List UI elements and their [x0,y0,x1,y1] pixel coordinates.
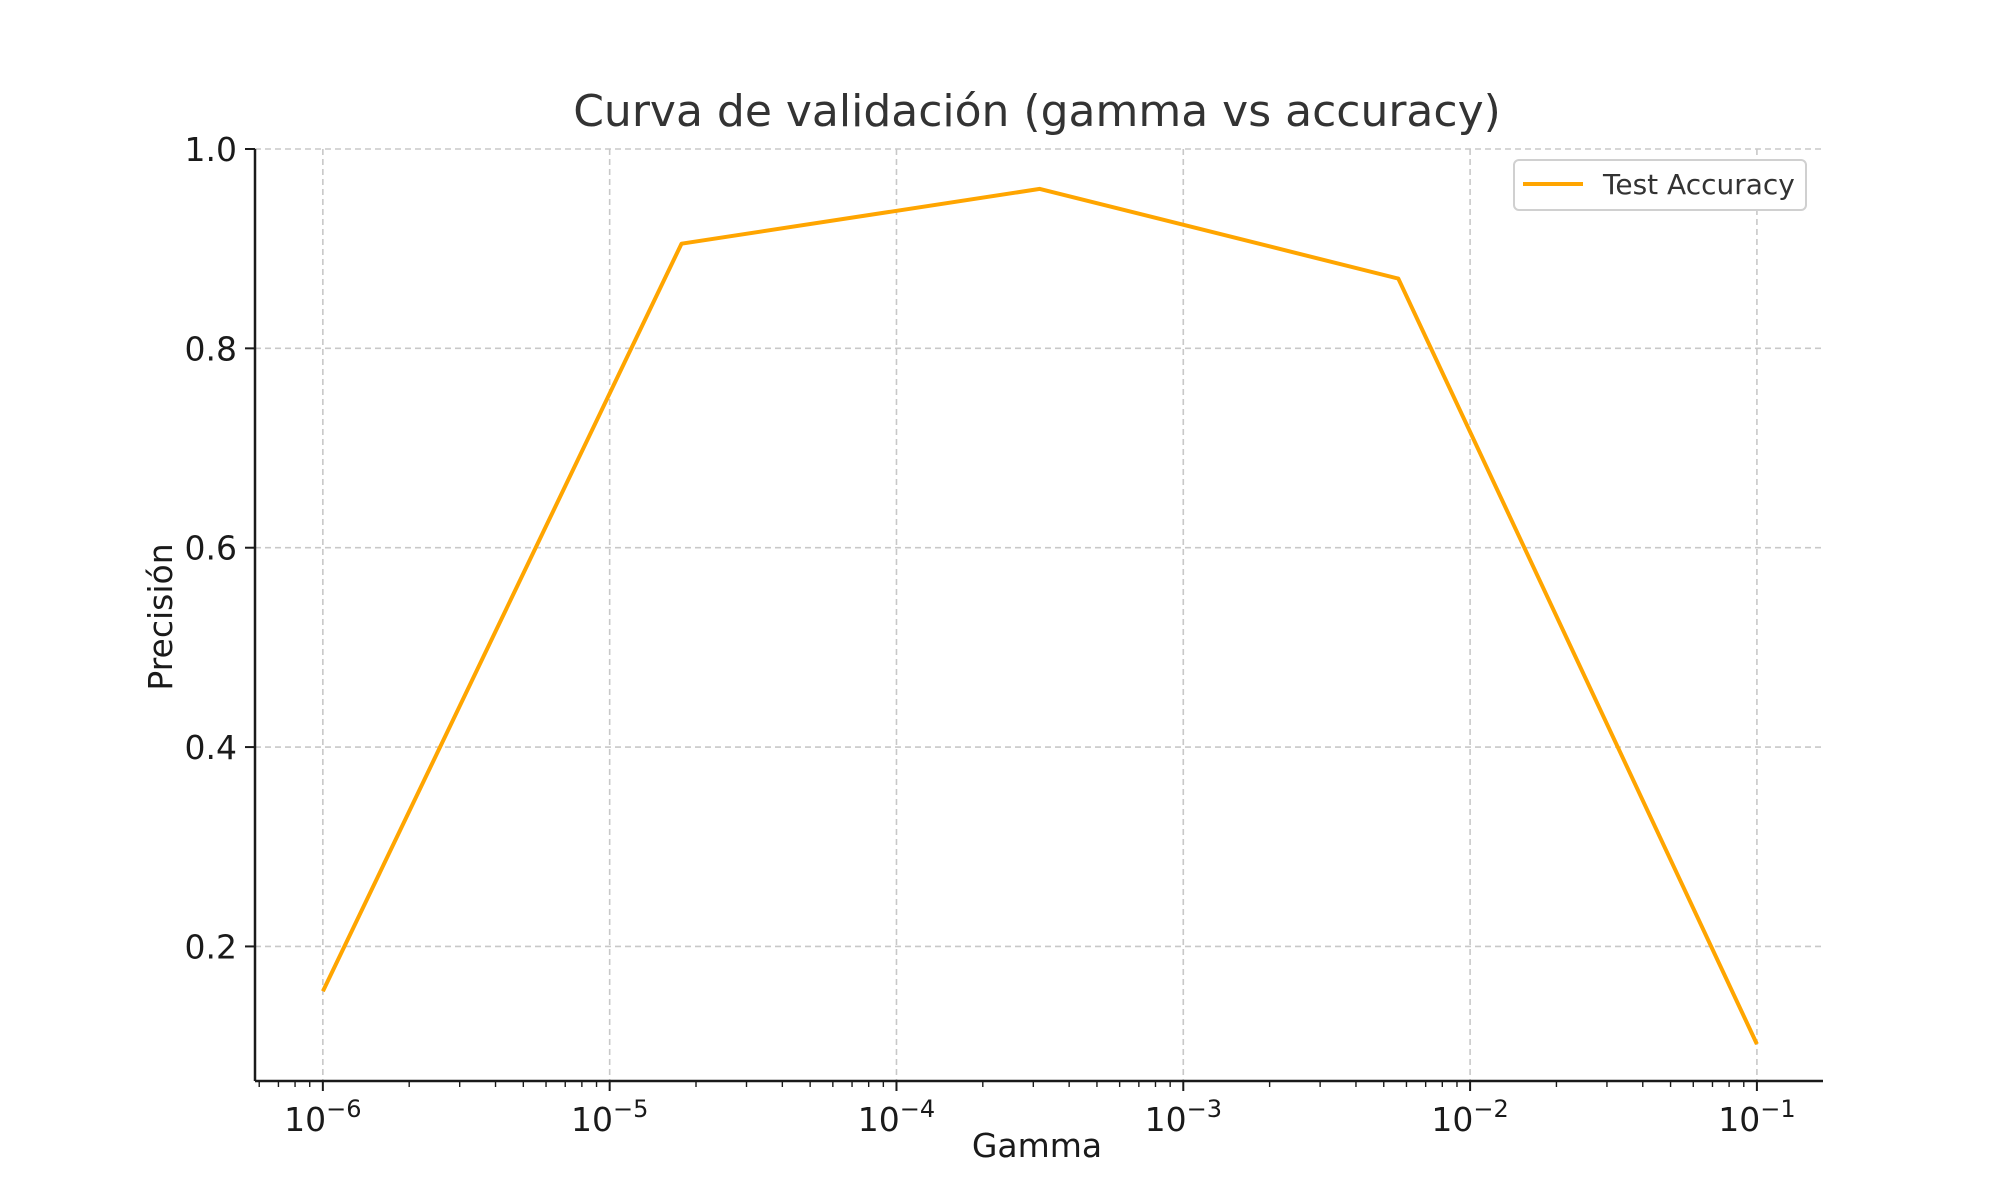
series-layer [321,186,1759,1045]
legend-label: Test Accuracy [1602,168,1795,201]
chart-title: Curva de validación (gamma vs accuracy) [573,86,1501,137]
y-tick-label: 0.2 [185,927,237,966]
y-axis-label: Precisión [141,543,180,690]
x-tick-label: 10−5 [571,1095,648,1139]
legend: Test Accuracy [1513,159,1807,211]
series-line-test-accuracy [321,186,1759,1045]
y-tick-label: 0.6 [185,529,237,568]
x-tick-label: 10−6 [284,1095,361,1139]
tick-labels: 10−6 10−5 10−4 10−3 10−2 10−1 0.2 0.4 0.6 0.8 1.0 [185,130,1796,1139]
x-tick-label: 10−4 [858,1095,935,1139]
x-tick-label: 10−2 [1431,1095,1508,1139]
x-tick-label: 10−1 [1718,1095,1795,1139]
y-tick-label: 0.8 [185,329,237,368]
axes [245,148,1823,1091]
legend-frame [1513,159,1807,211]
x-tick-label: 10−3 [1145,1095,1222,1139]
y-tick-label: 1.0 [185,130,237,169]
x-axis-label: Gamma [972,1126,1102,1165]
y-tick-label: 0.4 [185,728,237,767]
grid [255,148,1823,1081]
